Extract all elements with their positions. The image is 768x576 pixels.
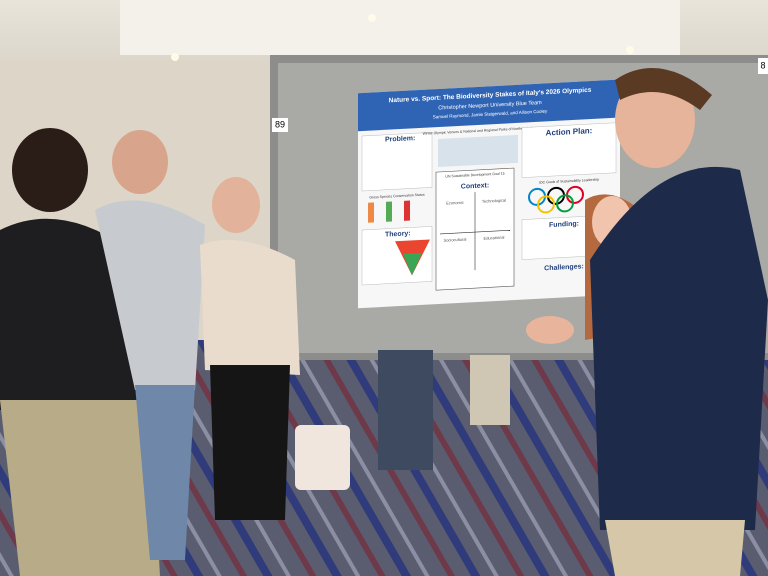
caption: UN Sustainable Development Goal 15 (445, 171, 504, 178)
olympic-rings (528, 185, 584, 214)
divider (440, 229, 510, 235)
pants (605, 520, 745, 576)
person-background (378, 350, 433, 470)
quadrant-label: Economic (446, 200, 464, 206)
pants (0, 400, 160, 576)
chart-bar (404, 200, 410, 221)
board-number: 8 (760, 60, 765, 70)
hands (526, 316, 574, 344)
quadrant-label: Technological (482, 198, 506, 204)
quadrant-label: Educational (484, 235, 505, 241)
blazer (200, 240, 300, 375)
ring (556, 194, 574, 213)
jeans (135, 385, 195, 560)
poster-header (358, 79, 620, 132)
quadrant-label: Sociocultural (444, 237, 467, 243)
hair (615, 68, 712, 110)
person-3 (200, 177, 350, 520)
head (212, 177, 260, 233)
shirt (95, 200, 205, 390)
ring (537, 195, 555, 214)
caption: Winter Olympic Venues & National and Reg… (423, 126, 534, 136)
light (368, 14, 376, 22)
section-heading: Funding: (549, 221, 579, 230)
chart-bar (386, 201, 392, 222)
section-heading: Challenges: (544, 263, 584, 272)
caption: IOC Goals of Sustainability Leadership (539, 178, 599, 185)
section-heading: Action Plan: (546, 126, 593, 137)
number-card (272, 118, 288, 132)
head (112, 130, 168, 194)
suit (590, 166, 768, 530)
person-background (470, 355, 510, 425)
light (171, 53, 179, 61)
person-2 (95, 130, 205, 560)
chart-bar (368, 202, 374, 223)
head (12, 128, 88, 212)
bag (295, 425, 350, 490)
panel (521, 122, 617, 178)
panel (361, 132, 433, 192)
poster-authors: Samuel Raymond, Jamie Steigerwald, and A… (433, 108, 548, 119)
poster-team: Christopher Newport University Blue Team (438, 100, 542, 111)
map (438, 134, 518, 168)
board-number: 89 (275, 119, 285, 129)
caption: Gross Species Conservation Status (369, 193, 424, 200)
section-heading: Context: (461, 182, 489, 190)
pyramid (403, 252, 422, 276)
section-heading: Problem: (385, 135, 415, 144)
light (626, 46, 634, 54)
person-right (526, 68, 768, 576)
poster: Nature vs. Sport: The Biodiversity Stake… (358, 79, 620, 309)
number-card (758, 58, 768, 74)
pants (210, 365, 290, 520)
ceiling-recess (120, 0, 680, 55)
section-heading: Theory: (385, 230, 411, 238)
